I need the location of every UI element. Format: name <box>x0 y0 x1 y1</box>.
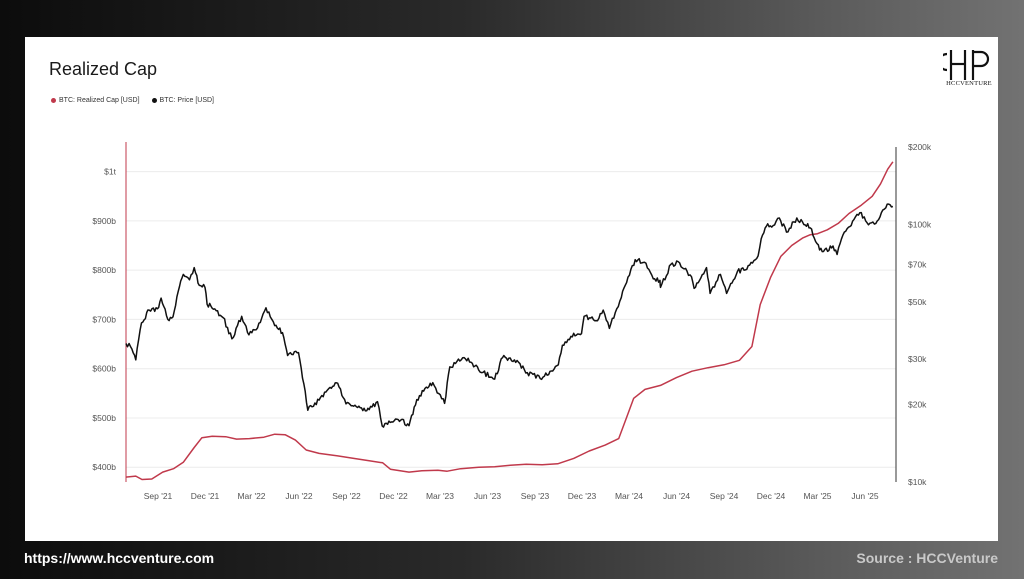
chart-title: Realized Cap <box>49 59 158 79</box>
left-tick-label: $900b <box>92 216 116 226</box>
left-tick-label: $600b <box>92 364 116 374</box>
series-layer <box>125 161 894 481</box>
series-line-realized-cap <box>125 161 894 481</box>
x-tick-label: Jun '23 <box>474 491 501 501</box>
left-y-axis: $400b $500b $600b $700b $800b $900b $1t <box>92 142 127 482</box>
realized-cap-chart: $400b $500b $600b $700b $800b $900b $1t $10k $2… <box>92 142 932 501</box>
x-tick-label: Dec '23 <box>568 491 597 501</box>
x-tick-label: Dec '21 <box>191 491 220 501</box>
legend-label-price: BTC: Price [USD] <box>159 97 214 104</box>
website-link[interactable]: https://www.hccventure.com <box>24 550 215 566</box>
x-tick-label: Jun '22 <box>285 491 312 501</box>
left-tick-label: $700b <box>92 314 116 324</box>
legend-item-realized-cap[interactable]: BTC: Realized Cap [USD] <box>51 97 140 104</box>
right-tick-label: $20k <box>908 399 927 409</box>
chart-card: $400b $500b $600b $700b $800b $900b $1t $10k $2… <box>25 37 998 541</box>
x-tick-label: Dec '24 <box>757 491 786 501</box>
legend-item-price[interactable]: BTC: Price [USD] <box>151 97 214 104</box>
x-tick-label: Sep '21 <box>144 491 173 501</box>
x-tick-label: Mar '22 <box>237 491 265 501</box>
logo-text: HCCVENTURE <box>946 80 992 87</box>
x-tick-label: Jun '25 <box>851 491 878 501</box>
right-tick-label: $200k <box>908 142 932 152</box>
legend-dot-price <box>151 98 157 103</box>
right-tick-label: $100k <box>908 220 932 230</box>
x-tick-label: Sep '22 <box>332 491 361 501</box>
left-tick-label: $800b <box>92 265 116 275</box>
x-tick-label: Mar '23 <box>426 491 454 501</box>
gridlines <box>126 171 896 468</box>
x-tick-label: Sep '24 <box>710 491 739 501</box>
left-tick-label: $500b <box>92 413 116 423</box>
x-tick-label: Dec '22 <box>379 491 408 501</box>
x-axis: Sep '21 Dec '21 Mar '22 Jun '22 Sep '22 Dec '… <box>144 491 879 501</box>
right-tick-label: $30k <box>908 354 927 364</box>
left-tick-label: $1t <box>104 167 116 177</box>
right-y-axis: $10k $20k $30k $50k $70k $100k $200k <box>895 142 932 487</box>
right-tick-label: $70k <box>908 259 927 269</box>
hccventure-logo-icon <box>943 50 990 80</box>
x-tick-label: Mar '25 <box>803 491 831 501</box>
source-label: Source : HCCVenture <box>856 550 998 566</box>
x-tick-label: Sep '23 <box>521 491 550 501</box>
left-tick-label: $400b <box>92 462 116 472</box>
right-tick-label: $50k <box>908 297 927 307</box>
x-tick-label: Jun '24 <box>663 491 690 501</box>
legend: BTC: Realized Cap [USD] BTC: Price [USD] <box>51 97 214 104</box>
legend-label-realized-cap: BTC: Realized Cap [USD] <box>59 97 140 104</box>
series-line-price <box>125 203 894 428</box>
legend-dot-realized-cap <box>51 98 56 103</box>
x-tick-label: Mar '24 <box>615 491 643 501</box>
right-tick-label: $10k <box>908 477 927 487</box>
